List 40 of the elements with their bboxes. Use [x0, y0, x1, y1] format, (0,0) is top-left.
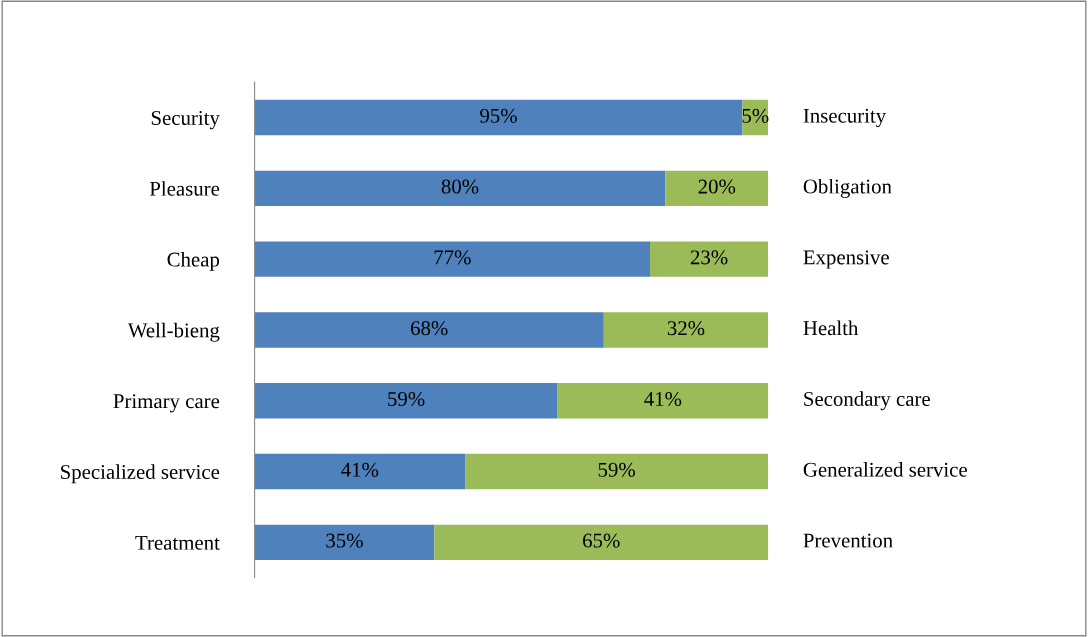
- y2-tick-label: Secondary care: [804, 391, 930, 411]
- y2-tick-label: Prevention: [803, 533, 893, 548]
- y2-tick-label: Obligation: [803, 178, 892, 198]
- bar: [557, 383, 769, 419]
- data-label: 32%: [667, 321, 705, 336]
- y-tick-label: Security: [151, 110, 220, 130]
- bar: [254, 241, 651, 277]
- bar: [254, 383, 558, 419]
- y2-tick-label: Insecurity: [803, 108, 887, 128]
- y2-tick-label: Expensive: [803, 250, 889, 269]
- data-label: 41%: [644, 391, 682, 407]
- data-label: 23%: [690, 250, 728, 265]
- data-label: 20%: [698, 179, 736, 194]
- data-label: 95%: [480, 108, 517, 123]
- data-label: 77%: [434, 250, 471, 265]
- bar: [254, 524, 435, 561]
- bar: [603, 312, 769, 348]
- bar: [254, 99, 743, 136]
- data-label: 68%: [411, 321, 448, 336]
- bar: [254, 170, 666, 207]
- y-tick-label: Pleasure: [149, 181, 220, 196]
- data-label: 65%: [583, 533, 620, 548]
- bar: [665, 170, 769, 207]
- y-tick-label: Primary care: [113, 394, 220, 413]
- data-label: 59%: [598, 462, 636, 477]
- data-label: 35%: [326, 533, 363, 548]
- y2-tick-label: Health: [803, 320, 859, 336]
- y-tick-label: Specialized service: [61, 464, 220, 484]
- data-label: 41%: [341, 462, 379, 477]
- data-label: 59%: [388, 391, 425, 407]
- y2-tick-label: Generalized service: [803, 462, 967, 477]
- bar: [254, 453, 466, 490]
- bar: [254, 312, 604, 348]
- bar: [650, 241, 769, 277]
- y-tick-label: Treatment: [135, 535, 220, 550]
- y-tick-label: Well-bieng: [127, 322, 220, 342]
- data-label: 80%: [441, 179, 479, 194]
- bar: [434, 524, 769, 561]
- y-tick-label: Cheap: [167, 251, 220, 271]
- bar: [465, 453, 769, 490]
